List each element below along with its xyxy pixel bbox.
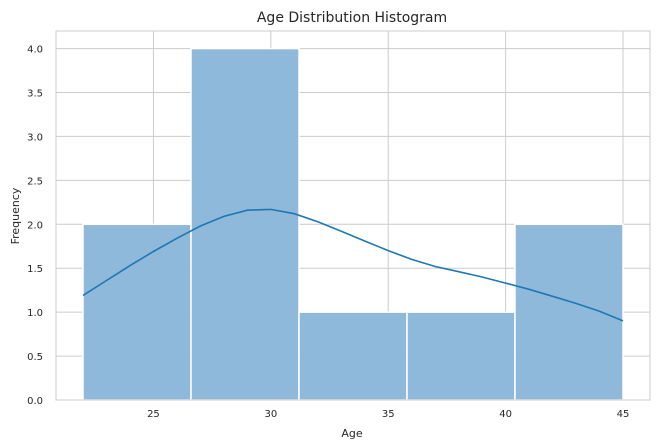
kde-curve (82, 208, 624, 322)
y-tick-label: 2.5 (27, 176, 43, 187)
x-tick-label: 30 (264, 409, 277, 420)
histogram-bar (82, 223, 192, 401)
y-tick-label: 3.0 (27, 132, 43, 143)
y-tick-label: 1.0 (27, 308, 43, 319)
chart-title: Age Distribution Histogram (257, 10, 447, 26)
histogram-bar (406, 311, 516, 401)
y-tick-label: 2.0 (27, 220, 43, 231)
plot-frame (55, 30, 651, 401)
y-axis-ticks: 0.0 0.5 1.0 1.5 2.0 2.5 3.0 3.5 4.0 (27, 45, 43, 407)
y-tick-label: 3.5 (27, 89, 43, 100)
x-axis-label: Age (341, 427, 363, 440)
y-tick-label: 0.0 (27, 396, 43, 407)
y-axis-label: Frequency (9, 187, 22, 244)
x-tick-label: 45 (617, 409, 630, 420)
histogram-bars (82, 47, 624, 401)
y-tick-label: 0.5 (27, 352, 43, 363)
x-tick-label: 40 (499, 409, 512, 420)
histogram-bar (190, 47, 300, 401)
x-axis-ticks: 25 30 35 40 45 (147, 409, 629, 420)
histogram-bar (298, 311, 408, 401)
x-tick-label: 35 (382, 409, 395, 420)
y-tick-label: 1.5 (27, 264, 43, 275)
y-tick-label: 4.0 (27, 45, 43, 56)
histogram-bar (514, 223, 624, 401)
x-tick-label: 25 (147, 409, 160, 420)
